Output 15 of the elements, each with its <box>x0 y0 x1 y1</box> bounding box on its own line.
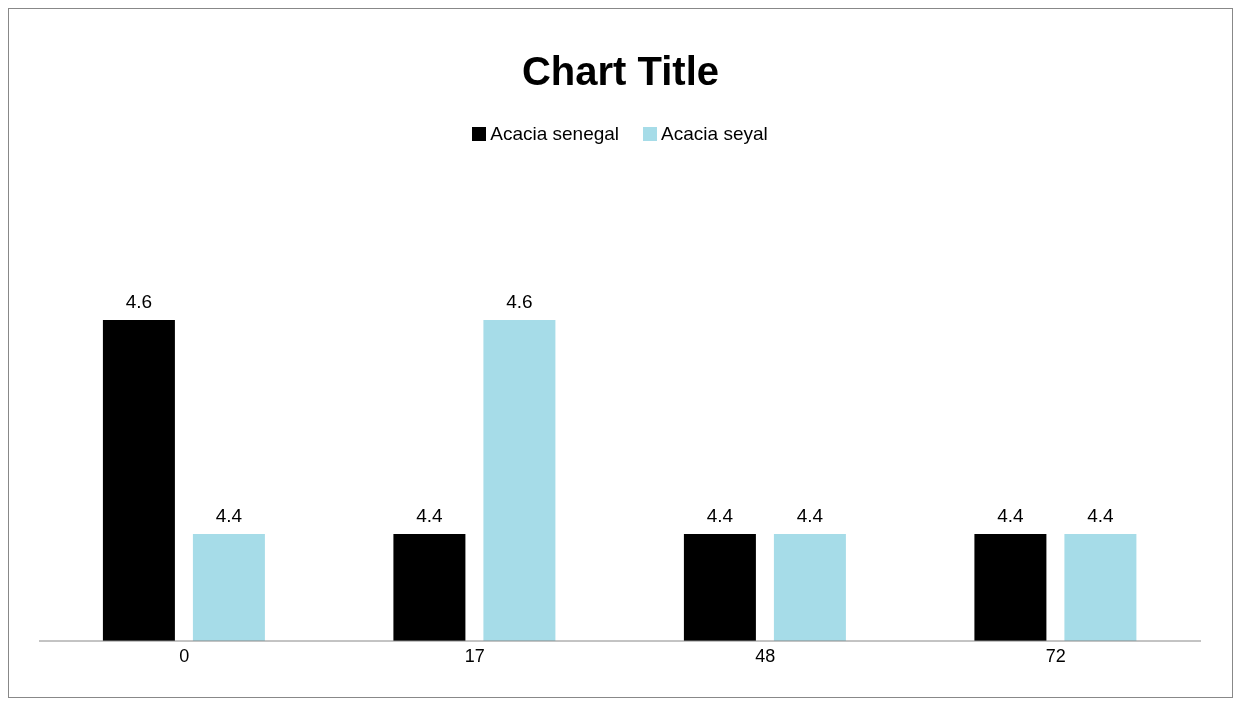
x-tick-label: 17 <box>464 645 485 666</box>
data-label: 4.4 <box>1087 505 1115 526</box>
legend-label: Acacia senegal <box>490 123 620 145</box>
data-label: 4.4 <box>416 505 444 526</box>
data-label: 4.6 <box>125 291 153 312</box>
x-tick-label: 72 <box>1045 645 1066 666</box>
data-label: 4.4 <box>796 505 824 526</box>
data-label: 4.4 <box>706 505 734 526</box>
x-tick-label: 48 <box>755 645 776 666</box>
chart-title: Chart Title <box>520 49 721 95</box>
data-label: 4.6 <box>506 291 533 312</box>
x-tick-label: 0 <box>179 645 190 666</box>
data-label: 4.4 <box>215 505 243 526</box>
data-label: 4.4 <box>997 505 1025 526</box>
legend-label: Acacia seyal <box>661 123 768 145</box>
